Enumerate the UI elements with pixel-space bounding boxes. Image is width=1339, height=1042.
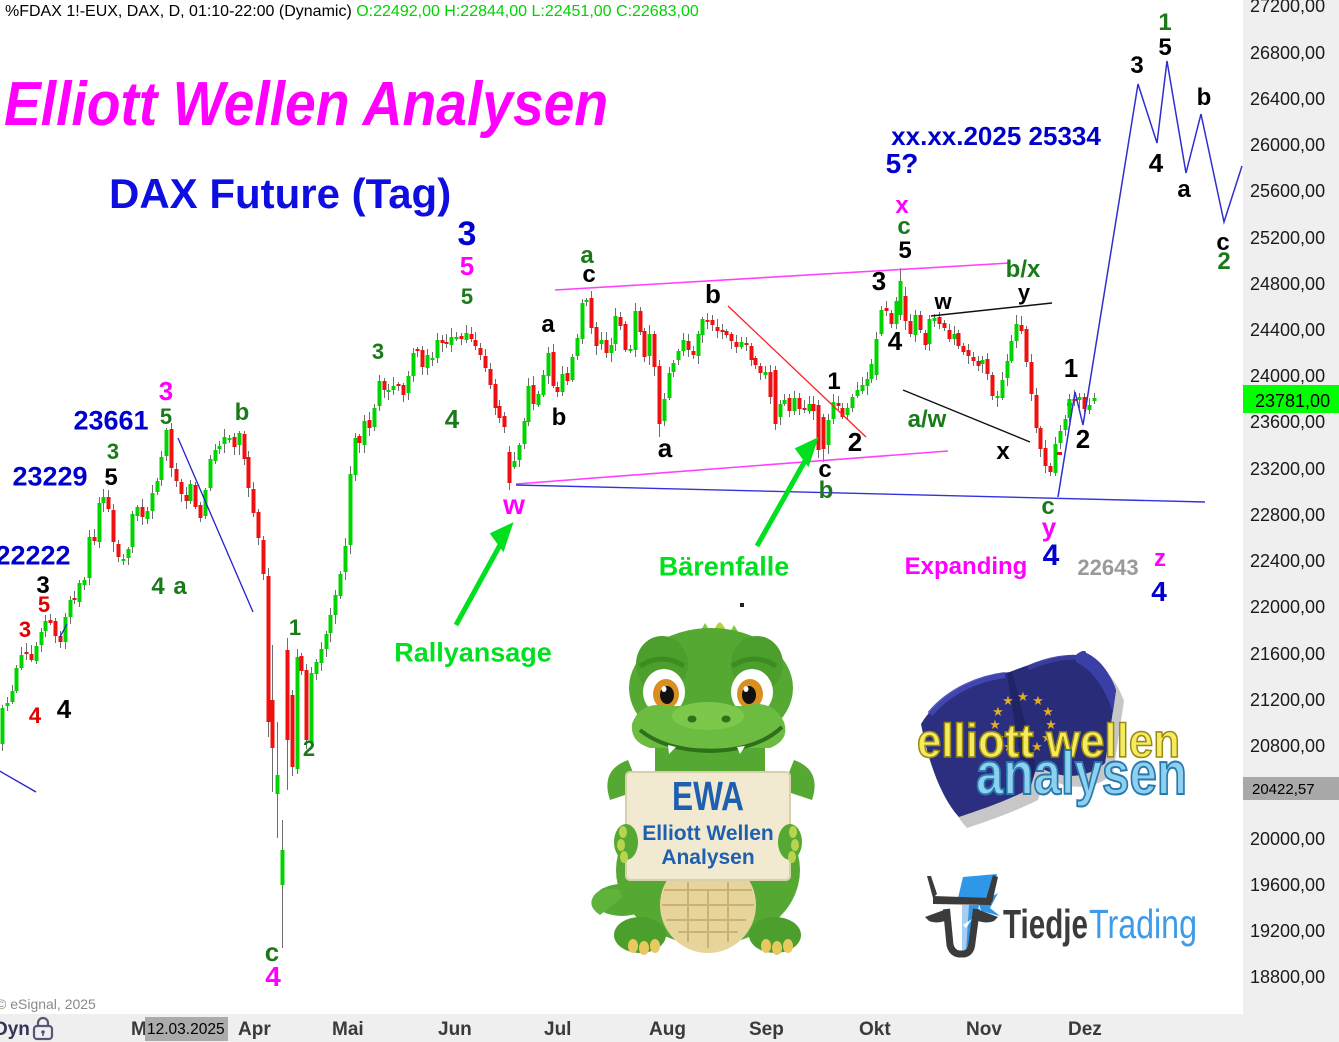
svg-text:★: ★ (1041, 730, 1053, 745)
svg-text:★: ★ (989, 717, 1001, 732)
svg-text:Tiedje: Tiedje (1003, 901, 1088, 947)
svg-text:elliott wellen: elliott wellen (917, 714, 1180, 767)
svg-text:analysen: analysen (976, 740, 1187, 807)
svg-text:★: ★ (1017, 689, 1029, 704)
svg-text:★: ★ (993, 730, 1005, 745)
svg-text:Analysen: Analysen (661, 846, 754, 869)
svg-text:★: ★ (1031, 739, 1043, 754)
svg-text:Trading: Trading (1089, 901, 1197, 947)
svg-text:★: ★ (1002, 693, 1014, 708)
svg-text:★: ★ (1032, 693, 1044, 708)
svg-text:EWA: EWA (672, 773, 744, 819)
svg-text:★: ★ (992, 704, 1004, 719)
svg-text:★: ★ (1045, 717, 1057, 732)
svg-text:Elliott Wellen: Elliott Wellen (642, 822, 773, 845)
svg-text:★: ★ (1003, 739, 1015, 754)
svg-text:★: ★ (1042, 704, 1054, 719)
